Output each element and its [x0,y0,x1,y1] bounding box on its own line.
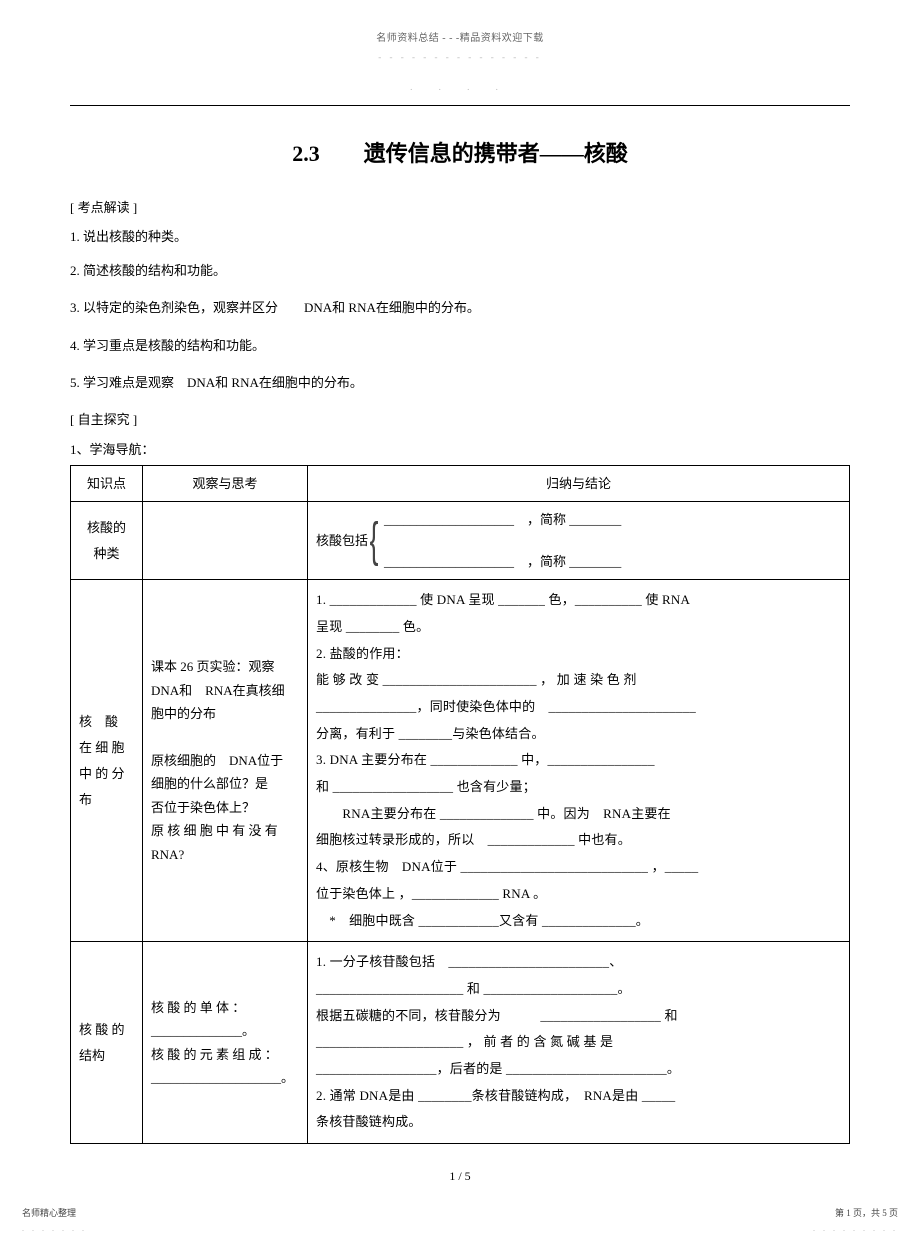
c3-l1: 1. 一分子核苷酸包括 ________________________、 [316,950,841,975]
footer-bottom-left: 名师精心整理 . . . . . . . [22,1205,87,1236]
c2-l7: 3. DNA 主要分布在 _____________ 中，___________… [316,748,841,773]
table-row: 核 酸 在 细 胞 中 的 分 布 课本 26 页实验：观察 DNA和 RNA在… [71,580,850,942]
c2-l5: _______________，同时使染色体中的 _______________… [316,695,841,720]
conclude-1-line1: ____________________ ，简称 ________ [384,508,621,531]
table-row: 核酸的 种类 核酸包括 { ____________________ ，简称 _… [71,502,850,580]
footer-br-text: 第 1 页，共 5 页 [813,1205,898,1221]
c2-l13: * 细胞中既含 ____________又含有 ______________。 [316,909,841,934]
c2-l11: 4、原核生物 DNA位于 ___________________________… [316,855,841,880]
c3-l2: ______________________ 和 _______________… [316,977,841,1002]
observe-2-text: 课本 26 页实验：观察 DNA和 RNA在真核细 胞中的分布 原核细胞的 DN… [151,659,285,861]
c3-l6: 2. 通常 DNA是由 ________条核苷酸链构成， RNA是由 _____ [316,1084,841,1109]
c2-l10: 细胞核过转录形成的，所以 _____________ 中也有。 [316,828,841,853]
cell-observe-1 [143,502,308,580]
c2-l6: 分离，有利于 ________与染色体结合。 [316,722,841,747]
col-header-observe: 观察与思考 [143,466,308,502]
header-dots-1: - - - - - - - - - - - - - - - [70,49,850,65]
c3-l7: 条核苷酸链构成。 [316,1110,841,1135]
c2-l9: RNA主要分布在 ______________ 中。因为 RNA主要在 [316,802,841,827]
header-dots-2: . . . . [70,79,850,95]
observe-3-text: 核 酸 的 单 体 ： ______________。 核 酸 的 元 素 组 … [151,1000,294,1085]
cell-knowledge-2: 核 酸 在 细 胞 中 的 分 布 [71,580,143,942]
page-title: 2.3 遗传信息的携带者——核酸 [70,134,850,174]
cell-conclude-3: 1. 一分子核苷酸包括 ________________________、 __… [308,942,850,1144]
divider-top [70,105,850,106]
zizhu-item-1: 1、学海导航： [70,438,850,461]
kaodian-item-4: 4. 学习重点是核酸的结构和功能。 [70,334,850,357]
footer-bl-dots: . . . . . . . [22,1222,87,1236]
knowledge-3-text: 核 酸 的 结构 [79,1022,125,1063]
c2-l3: 2. 盐酸的作用： [316,642,841,667]
footer-br-dots: . . . . . . . . . [813,1222,898,1236]
cell-conclude-2: 1. _____________ 使 DNA 呈现 _______ 色，____… [308,580,850,942]
cell-knowledge-3: 核 酸 的 结构 [71,942,143,1144]
cell-conclude-1: 核酸包括 { ____________________ ，简称 ________… [308,502,850,580]
conclude-1-prefix: 核酸包括 [316,529,368,552]
kaodian-item-5: 5. 学习难点是观察 DNA和 RNA在细胞中的分布。 [70,371,850,394]
c2-l2: 呈现 ________ 色。 [316,615,841,640]
c2-l12: 位于染色体上 ，_____________ RNA 。 [316,882,841,907]
c2-l1: 1. _____________ 使 DNA 呈现 _______ 色，____… [316,588,841,613]
section-kaodian: [ 考点解读 ] [70,196,850,219]
c3-l4: ______________________ ， 前 者 的 含 氮 碱 基 是 [316,1030,841,1055]
knowledge-2-text: 核 酸 在 细 胞 中 的 分 布 [79,714,125,807]
col-header-knowledge: 知识点 [71,466,143,502]
kaodian-item-3: 3. 以特定的染色剂染色，观察并区分 DNA和 RNA在细胞中的分布。 [70,296,850,319]
c3-l5: __________________，后者的是 ________________… [316,1057,841,1082]
footer-bottom-right: 第 1 页，共 5 页 . . . . . . . . . [813,1205,898,1236]
page-header: 名师资料总结 - - -精品资料欢迎下载 - - - - - - - - - -… [70,30,850,95]
c3-l3: 根据五碳糖的不同，核苷酸分为 __________________ 和 [316,1004,841,1029]
kaodian-item-2: 2. 简述核酸的结构和功能。 [70,259,850,282]
section-zizhu: [ 自主探究 ] [70,408,850,431]
study-table: 知识点 观察与思考 归纳与结论 核酸的 种类 核酸包括 { __________… [70,465,850,1144]
footer-bl-text: 名师精心整理 [22,1205,87,1221]
footer-page-number: 1 / 5 [0,1166,920,1188]
conclude-1-line2: ____________________ ，简称 ________ [384,550,621,573]
col-header-conclude: 归纳与结论 [308,466,850,502]
cell-observe-3: 核 酸 的 单 体 ： ______________。 核 酸 的 元 素 组 … [143,942,308,1144]
cell-knowledge-1: 核酸的 种类 [71,502,143,580]
table-row: 核 酸 的 结构 核 酸 的 单 体 ： ______________。 核 酸… [71,942,850,1144]
c2-l4: 能 够 改 变 _______________________ ， 加 速 染 … [316,668,841,693]
knowledge-1-text: 核酸的 种类 [87,520,126,561]
c2-l8: 和 __________________ 也含有少量； [316,775,841,800]
brace-icon: { [370,517,379,565]
kaodian-item-1: 1. 说出核酸的种类。 [70,225,850,248]
cell-observe-2: 课本 26 页实验：观察 DNA和 RNA在真核细 胞中的分布 原核细胞的 DN… [143,580,308,942]
table-header-row: 知识点 观察与思考 归纳与结论 [71,466,850,502]
header-line-1: 名师资料总结 - - -精品资料欢迎下载 [70,30,850,48]
